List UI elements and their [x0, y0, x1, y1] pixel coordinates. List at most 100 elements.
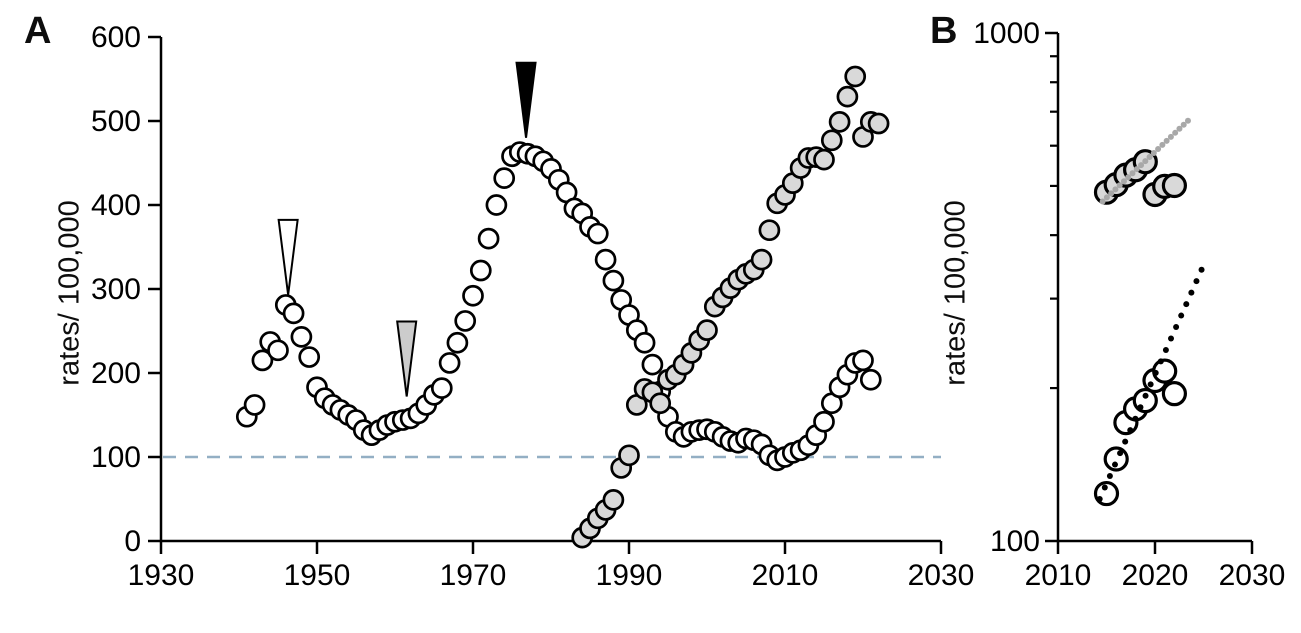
data-point [844, 65, 867, 88]
y-tick-label: 100 [91, 441, 141, 474]
trend-dot [1172, 129, 1179, 136]
trend-dot [1133, 166, 1140, 173]
panel-B: 2010 2020 2030 100 1000 [973, 17, 1285, 592]
trend-dot [1116, 182, 1123, 189]
trend-dot [1127, 427, 1134, 434]
data-point [430, 377, 453, 399]
trend-dot [1122, 438, 1129, 445]
data-point [758, 219, 781, 242]
y-tick-label: 1000 [973, 17, 1040, 50]
trend-dot [1101, 484, 1108, 491]
trend-dot [1146, 154, 1153, 161]
trend-dot [1138, 162, 1145, 169]
data-point [852, 349, 874, 372]
data-point [251, 349, 274, 372]
x-tick-label: 2020 [1122, 559, 1189, 592]
x-tick-label: 2030 [1219, 559, 1286, 592]
data-point [618, 444, 640, 467]
trend-dot [1193, 278, 1200, 285]
trend-dot [1106, 473, 1113, 480]
panel-A: 1930 1950 1970 1990 2010 2030 0 100 200 300 400 500… [91, 21, 974, 592]
trend-dot [1167, 133, 1174, 140]
data-point [820, 129, 843, 152]
data-point [243, 394, 266, 416]
data-point [282, 302, 305, 325]
trend-dot [1129, 170, 1136, 177]
panel-b-y-axis-label: rates/ 100,000 [939, 200, 972, 386]
panel-A-y-ticks: 0 100 200 300 400 500 600 [91, 21, 161, 558]
x-tick-label: 2010 [1025, 559, 1092, 592]
trend-dot [1103, 194, 1110, 201]
y-tick-label: 300 [91, 273, 141, 306]
data-point [641, 353, 664, 376]
panel-B-x-ticks: 2010 2020 2030 [1025, 541, 1286, 592]
trend-dot [1198, 266, 1205, 273]
panel-B-series-gray-circles [1093, 149, 1188, 208]
trend-dot [1137, 404, 1144, 411]
data-point [493, 167, 516, 189]
trend-dot [1142, 392, 1149, 399]
y-tick-label: 400 [91, 189, 141, 222]
data-point [602, 488, 625, 511]
panel-b-label: B [930, 10, 958, 52]
y-tick-label: 200 [91, 357, 141, 390]
panel-B-series-open-circles [1093, 358, 1188, 507]
trend-dot [1108, 190, 1115, 197]
trend-dot [1132, 415, 1139, 422]
white-arrow-1946 [277, 218, 299, 296]
data-point [649, 392, 672, 415]
data-point [813, 410, 835, 433]
trend-dot [1157, 358, 1164, 365]
trend-dot [1155, 145, 1162, 152]
data-point [1161, 172, 1188, 199]
data-point [446, 331, 469, 354]
data-point [438, 352, 461, 374]
data-point [836, 85, 859, 108]
trend-dot [1117, 450, 1124, 457]
trend-dot [1178, 312, 1185, 319]
data-point [859, 368, 882, 391]
trend-dot [1096, 495, 1103, 502]
panel-A-x-ticks: 1930 1950 1970 1990 2010 2030 [128, 541, 975, 592]
data-point [1161, 381, 1188, 407]
trend-dot [1163, 137, 1170, 144]
trend-dot [1162, 346, 1169, 353]
x-tick-label: 2010 [752, 559, 819, 592]
trend-dot [1112, 186, 1119, 193]
data-point [586, 222, 609, 245]
trend-dot [1176, 125, 1183, 132]
trend-dot [1173, 324, 1180, 331]
trend-dot [1168, 335, 1175, 342]
data-point [813, 148, 835, 171]
panel-B-y-ticks: 100 1000 [973, 17, 1058, 558]
trend-dot [1125, 174, 1132, 181]
y-tick-label: 100 [990, 525, 1040, 558]
trend-dot [1120, 178, 1127, 185]
data-point [867, 112, 890, 135]
trend-dot [1142, 158, 1149, 165]
data-point [290, 326, 313, 348]
trend-dot [1184, 117, 1191, 124]
data-point [462, 284, 484, 307]
x-tick-label: 1950 [284, 559, 351, 592]
trend-dot [1183, 301, 1190, 308]
data-point [750, 248, 773, 271]
x-tick-label: 2030 [908, 559, 975, 592]
panel-A-axes [159, 37, 941, 543]
data-point [469, 259, 492, 282]
panel-A-series-gray-circles [571, 65, 890, 549]
gray-arrow-1961 [396, 320, 418, 397]
data-point [633, 331, 656, 354]
x-tick-label: 1930 [128, 559, 195, 592]
y-tick-label: 0 [124, 525, 141, 558]
trend-dot [1099, 198, 1106, 205]
data-point [602, 269, 625, 292]
data-point [696, 319, 718, 342]
trend-dot [1147, 381, 1154, 388]
trend-dot [1111, 461, 1118, 468]
data-point [298, 346, 321, 368]
data-point [828, 110, 851, 133]
trend-dot [1180, 121, 1187, 128]
